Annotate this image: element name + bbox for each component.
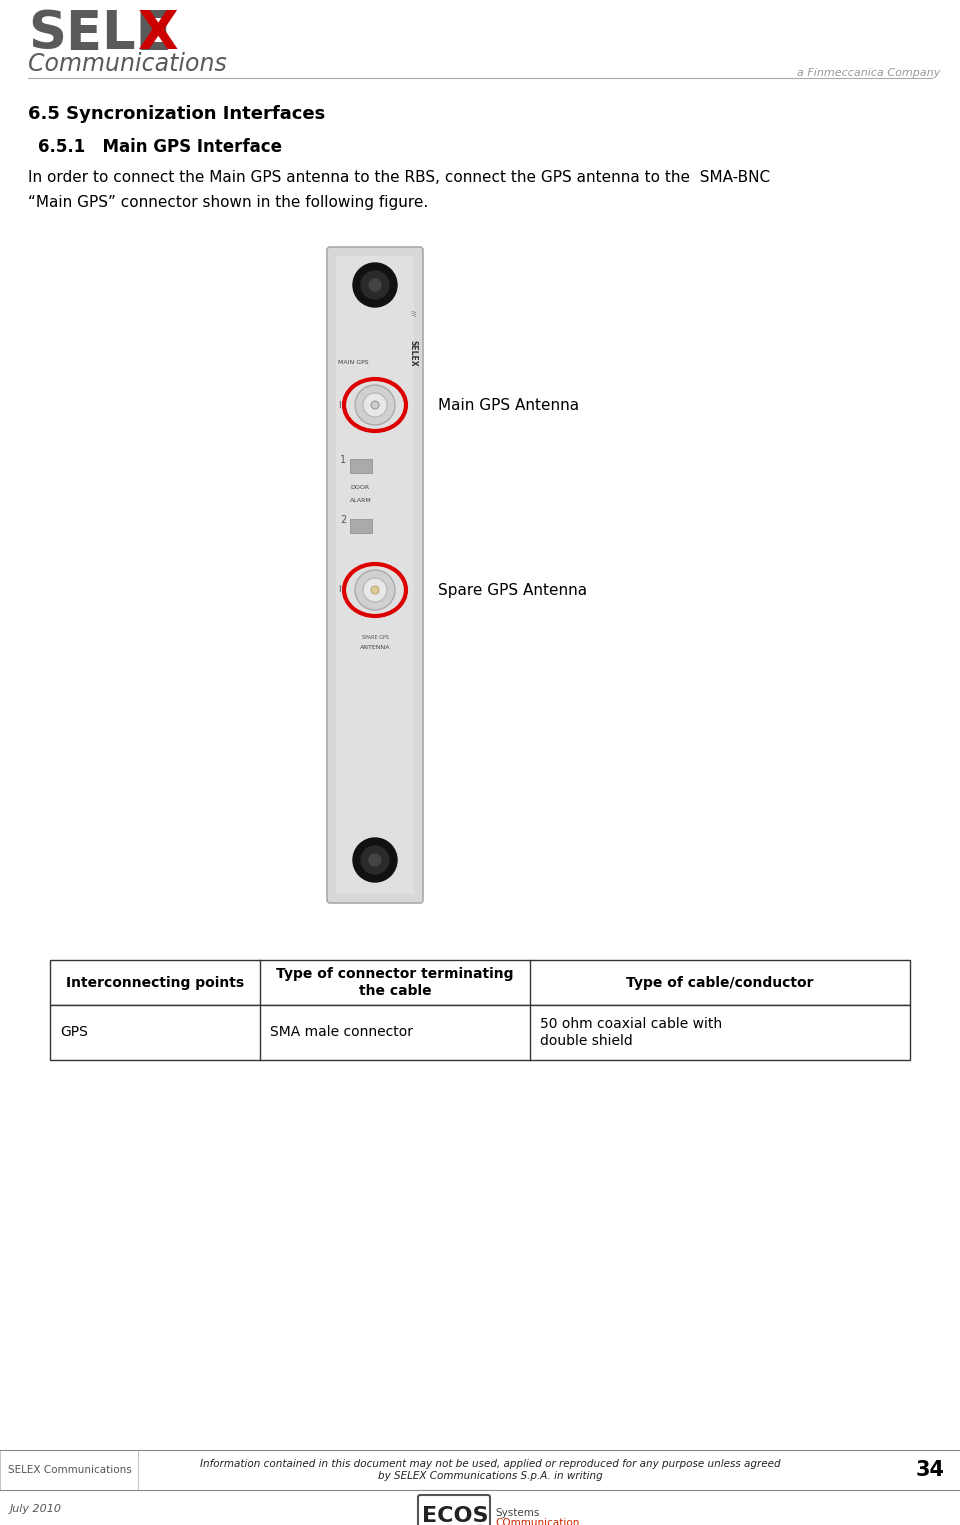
Text: Communications: Communications [28, 52, 227, 76]
Text: 34: 34 [916, 1459, 945, 1479]
Circle shape [371, 401, 379, 409]
Text: 6.5 Syncronization Interfaces: 6.5 Syncronization Interfaces [28, 105, 325, 124]
Bar [350, 518, 372, 534]
Circle shape [371, 586, 379, 595]
Text: ECOS: ECOS [421, 1507, 489, 1525]
Bar [50, 961, 910, 1005]
Text: I: I [338, 586, 340, 595]
Bar [50, 1005, 910, 1060]
Text: Information contained in this document may not be used, applied or reproduced fo: Information contained in this document m… [200, 1459, 780, 1481]
Text: GPS: GPS [60, 1025, 88, 1040]
FancyBboxPatch shape [327, 247, 423, 903]
Circle shape [369, 279, 381, 291]
Text: Interconnecting points: Interconnecting points [66, 976, 244, 990]
Bar [336, 256, 414, 894]
Circle shape [363, 393, 387, 416]
Circle shape [361, 846, 389, 874]
Text: Type of connector terminating
the cable: Type of connector terminating the cable [276, 967, 514, 997]
Text: “Main GPS” connector shown in the following figure.: “Main GPS” connector shown in the follow… [28, 195, 428, 210]
Text: In order to connect the Main GPS antenna to the RBS, connect the GPS antenna to : In order to connect the Main GPS antenna… [28, 169, 770, 185]
Text: Type of cable/conductor: Type of cable/conductor [626, 976, 814, 990]
Text: July 2010: July 2010 [10, 1504, 62, 1514]
Circle shape [369, 854, 381, 866]
Text: I: I [338, 401, 340, 410]
Text: MAIN GPS: MAIN GPS [338, 360, 369, 364]
Bar [350, 459, 372, 473]
Text: Main GPS Antenna: Main GPS Antenna [438, 398, 579, 412]
Circle shape [355, 570, 395, 610]
Text: X: X [138, 8, 179, 59]
Text: SPARE GPS: SPARE GPS [362, 634, 389, 640]
Text: COmmunication: COmmunication [495, 1517, 580, 1525]
Circle shape [353, 262, 397, 307]
Circle shape [355, 384, 395, 425]
Text: 6.5.1   Main GPS Interface: 6.5.1 Main GPS Interface [38, 137, 282, 156]
Text: Systems: Systems [495, 1508, 540, 1517]
FancyBboxPatch shape [418, 1494, 490, 1525]
Text: Spare GPS Antenna: Spare GPS Antenna [438, 583, 588, 598]
Text: SELEX Communications: SELEX Communications [8, 1466, 132, 1475]
Text: a Finmeccanica Company: a Finmeccanica Company [797, 69, 940, 78]
Bar [0, 1450, 138, 1490]
Text: SELEX: SELEX [409, 340, 418, 366]
Text: 1: 1 [340, 454, 347, 465]
Text: ANTENNA: ANTENNA [360, 645, 391, 650]
Text: SMA male connector: SMA male connector [270, 1025, 413, 1040]
Circle shape [361, 271, 389, 299]
Circle shape [363, 578, 387, 602]
Text: DOOR: DOOR [350, 485, 370, 490]
Text: ///: /// [411, 310, 416, 316]
Circle shape [353, 839, 397, 881]
Text: 50 ohm coaxial cable with
double shield: 50 ohm coaxial cable with double shield [540, 1017, 722, 1048]
Text: SELE: SELE [28, 8, 172, 59]
Text: ALARM: ALARM [350, 499, 372, 503]
Text: 2: 2 [340, 515, 347, 525]
